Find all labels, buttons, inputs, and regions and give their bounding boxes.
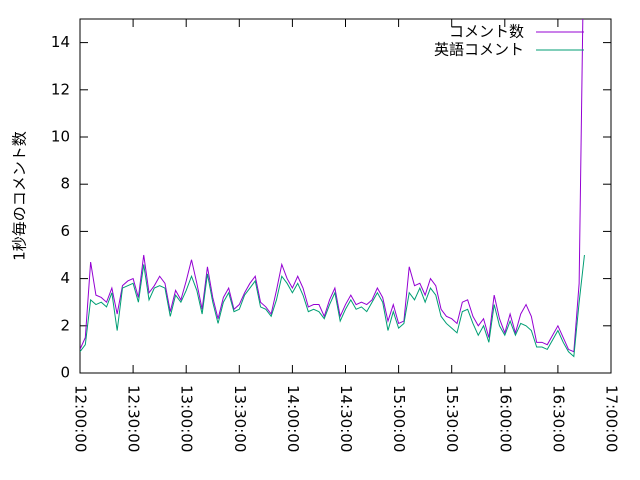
x-tick-label: 12:00:00 [72,385,90,452]
y-tick-label: 0 [60,364,70,382]
y-tick-label: 14 [51,33,70,51]
y-tick-label: 12 [51,80,70,98]
x-tick-label: 17:00:00 [603,385,621,452]
legend-label: コメント数 [449,23,524,41]
series-line [80,19,584,353]
x-tick-label: 12:30:00 [125,385,143,452]
x-tick-label: 14:00:00 [284,385,302,452]
x-tick-label: 13:00:00 [178,385,196,452]
x-tick-label: 16:30:00 [549,385,567,452]
plot-area [80,19,585,358]
plot-frame [79,18,612,374]
y-tick-label: 2 [60,316,70,334]
y-axis-label: 1秒毎のコメント数 [11,131,29,261]
series-line [80,254,585,358]
y-tick-label: 10 [51,128,70,146]
x-tick-label: 14:30:00 [337,385,355,452]
y-tick-label: 4 [60,269,70,287]
x-tick-label: 15:30:00 [443,385,461,452]
y-tick-label: 8 [60,175,70,193]
legend-label: 英語コメント [434,41,524,59]
x-tick-label: 13:30:00 [231,385,249,452]
y-tick-label: 6 [60,222,70,240]
x-tick-label: 15:00:00 [390,385,408,452]
x-tick-label: 16:00:00 [496,385,514,452]
